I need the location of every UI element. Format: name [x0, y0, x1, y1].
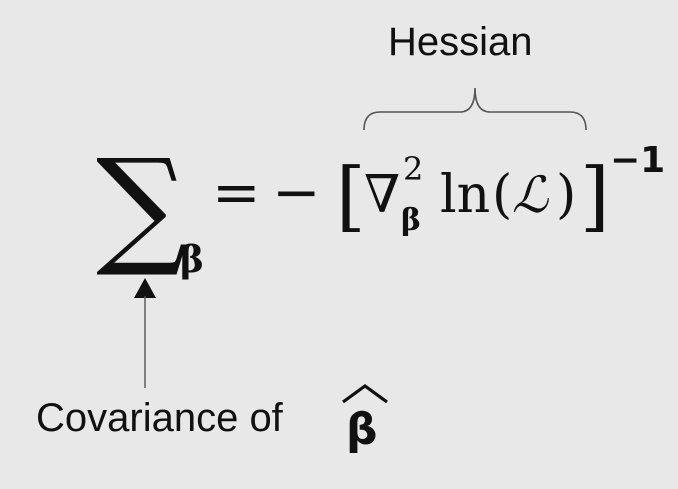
arrow-up-icon — [134, 278, 156, 388]
sum-subscript-beta: β — [180, 239, 204, 281]
equals-sign: = — [212, 158, 261, 226]
beta-hat-letter: β — [346, 404, 378, 455]
left-bracket: [ — [336, 151, 366, 240]
covariance-label: Covariance of — [36, 396, 283, 440]
nabla-symbol: ∇ — [364, 165, 400, 225]
open-paren: ( — [492, 165, 512, 225]
summation-symbol: ∑ — [96, 132, 187, 281]
right-bracket: ] — [580, 151, 610, 240]
likelihood-symbol: ℒ — [512, 166, 549, 224]
hessian-brace — [363, 87, 587, 131]
nabla-subscript-beta: β — [401, 203, 421, 238]
ln-text: ln — [440, 165, 490, 225]
close-paren: ) — [556, 165, 576, 225]
hessian-label: Hessian — [388, 20, 533, 64]
inverse-exponent: −1 — [610, 140, 665, 181]
beta-hat-symbol: β — [342, 384, 388, 455]
minus-sign: − — [272, 158, 321, 226]
nabla-superscript: 2 — [403, 150, 423, 188]
